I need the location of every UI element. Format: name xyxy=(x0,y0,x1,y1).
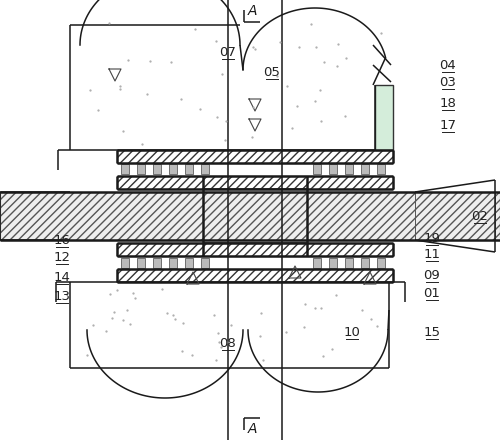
Bar xyxy=(345,164,353,174)
Bar xyxy=(117,269,393,282)
Bar xyxy=(377,164,385,174)
Text: 18: 18 xyxy=(440,96,456,110)
Bar xyxy=(185,164,193,174)
Bar xyxy=(377,258,385,268)
Bar xyxy=(169,164,177,174)
Bar xyxy=(121,164,129,174)
Text: 02: 02 xyxy=(472,209,488,223)
Bar xyxy=(117,243,393,256)
Bar xyxy=(329,258,337,268)
Bar xyxy=(137,164,145,174)
Bar xyxy=(361,258,369,268)
Text: 17: 17 xyxy=(440,118,456,132)
Text: 04: 04 xyxy=(440,59,456,72)
Text: 14: 14 xyxy=(54,271,70,283)
Text: 09: 09 xyxy=(424,268,440,282)
Bar xyxy=(361,164,369,174)
Bar xyxy=(169,258,177,268)
Bar xyxy=(201,258,209,268)
Bar xyxy=(117,176,393,189)
Text: 05: 05 xyxy=(264,66,280,78)
Bar xyxy=(329,164,337,174)
Text: 12: 12 xyxy=(54,250,70,264)
Bar xyxy=(0,192,500,240)
Bar xyxy=(313,258,321,268)
Text: 11: 11 xyxy=(424,247,440,260)
Bar xyxy=(117,150,393,163)
Text: 10: 10 xyxy=(344,326,360,338)
Text: 15: 15 xyxy=(424,326,440,338)
Text: 16: 16 xyxy=(54,234,70,246)
Text: 08: 08 xyxy=(220,337,236,349)
Text: 01: 01 xyxy=(424,286,440,300)
Bar xyxy=(153,164,161,174)
Bar xyxy=(345,258,353,268)
Bar xyxy=(137,258,145,268)
Text: A: A xyxy=(247,422,257,436)
Text: A: A xyxy=(247,4,257,18)
Bar xyxy=(201,164,209,174)
Text: 07: 07 xyxy=(220,45,236,59)
Bar xyxy=(375,85,393,150)
Bar xyxy=(185,258,193,268)
Text: 03: 03 xyxy=(440,76,456,88)
Text: 13: 13 xyxy=(54,290,70,303)
Bar xyxy=(313,164,321,174)
Bar xyxy=(153,258,161,268)
Text: 19: 19 xyxy=(424,231,440,245)
Bar xyxy=(415,192,495,240)
Bar xyxy=(121,258,129,268)
